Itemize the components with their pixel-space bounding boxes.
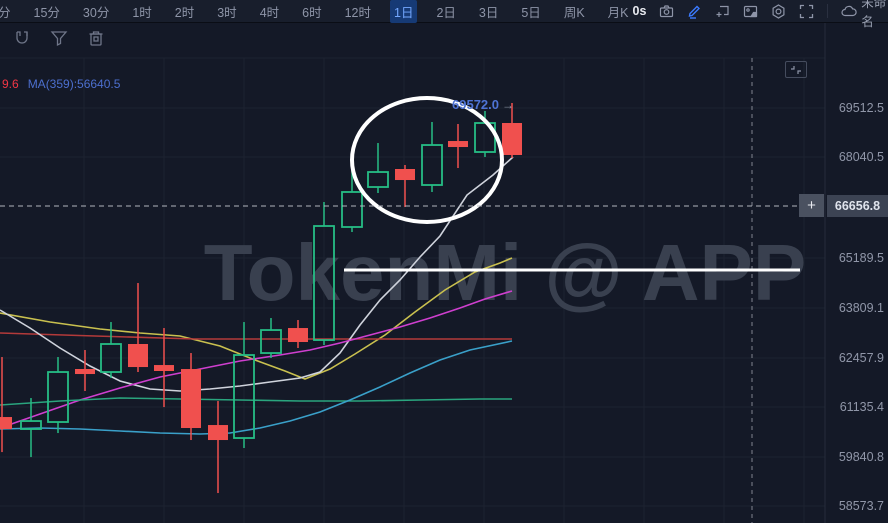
timeframe-3时[interactable]: 3时 [217,5,237,20]
candle [181,353,201,441]
indicator-partial-value: 9.6 [2,77,19,91]
high-price-arrow-icon: → [502,98,514,112]
timeframe-group: 分 15分 30分 1时 2时 3时 4时 6时 12时 1日 2日 3日 5日 周K 月K [0,0,633,23]
candle [0,357,12,453]
timeframe-月K[interactable]: 月K [607,5,629,20]
timeframe-1时[interactable]: 1时 [132,5,152,20]
timeframe-2日[interactable]: 2日 [436,5,456,20]
candle [395,164,415,208]
filter-funnel-icon[interactable] [49,28,69,48]
timeframe-6时[interactable]: 6时 [302,5,322,20]
price-tick-label: 68040.5 [839,150,884,164]
timeframe-1日[interactable]: 1日 [390,0,418,23]
circle-annotation[interactable] [350,96,504,224]
timeframe-2时[interactable]: 2时 [174,5,195,20]
ma-yellow [0,257,513,380]
candle [100,322,122,379]
high-price-marker: 69572.0 [452,97,499,112]
timeframe-30分[interactable]: 30分 [82,5,110,20]
pane-restore-icon[interactable] [785,61,807,78]
trash-icon[interactable] [86,28,106,48]
price-tick-label: 61135.4 [840,400,884,414]
grid [0,57,825,523]
price-tick-label: 69512.5 [839,101,884,115]
timeframe-3日[interactable]: 3日 [478,5,499,20]
price-tick-label: 58573.7 [839,499,884,513]
candle [367,143,389,194]
candle [502,102,522,159]
price-tick-label: 62457.9 [839,351,884,365]
timeframe-周K[interactable]: 周K [563,5,585,20]
price-axis[interactable]: 69512.5 68040.5 65189.5 63809.1 62457.9 61135… [839,101,884,513]
cloud-icon [841,3,857,20]
timeframe-15分[interactable]: 15分 [33,5,60,20]
ma-cyan [0,340,513,435]
add-pane-icon[interactable] [715,3,730,20]
price-tick-label: 63809.1 [839,301,884,315]
candle [208,401,228,494]
candle [233,322,255,449]
add-alert-plus-button[interactable]: + [799,194,824,217]
candle [75,350,95,392]
timeframe-分[interactable]: 分 [0,5,11,20]
ma-magenta [0,290,513,429]
camera-icon[interactable] [659,3,674,20]
candle [20,398,42,458]
interval-countdown: 0s [632,4,647,18]
ma-green [0,397,512,406]
draw-pencil-icon[interactable] [687,3,702,20]
candle [47,357,69,434]
price-tick-label: 59840.8 [839,450,884,464]
drawing-tools-row [12,28,106,48]
indicator-label: 9.6 MA(359):56640.5 [2,77,120,91]
candles-group [0,102,522,494]
candle [154,328,174,408]
fullscreen-icon[interactable] [799,3,814,20]
ma359-label: MA(359):56640.5 [27,77,121,91]
settings-gear-icon[interactable] [771,3,786,20]
timeframe-5日[interactable]: 5日 [521,5,541,20]
toolbar-right-group: 0s [633,0,888,30]
screenshot-icon[interactable] [743,3,758,20]
candle [288,320,308,349]
ma-red [0,332,512,340]
magnet-icon[interactable] [12,28,32,48]
document-name-label: 未命名 [861,0,887,29]
price-tick-label: 65189.5 [839,251,884,265]
ma-white [0,156,514,392]
watermark: TokenMi @ APP [204,228,807,317]
top-toolbar: 分 15分 30分 1时 2时 3时 4时 6时 12时 1日 2日 3日 5日 周K 月K 0s [0,0,888,29]
candle [448,123,468,169]
timeframe-12时[interactable]: 12时 [344,5,371,20]
toolbar-divider [827,4,829,18]
document-name[interactable]: 未命名 [841,0,888,30]
candle [421,121,443,192]
candle [128,283,148,373]
timeframe-4时[interactable]: 4时 [259,5,280,20]
current-price-label: 66656.8 [827,195,888,217]
candle [260,318,282,359]
